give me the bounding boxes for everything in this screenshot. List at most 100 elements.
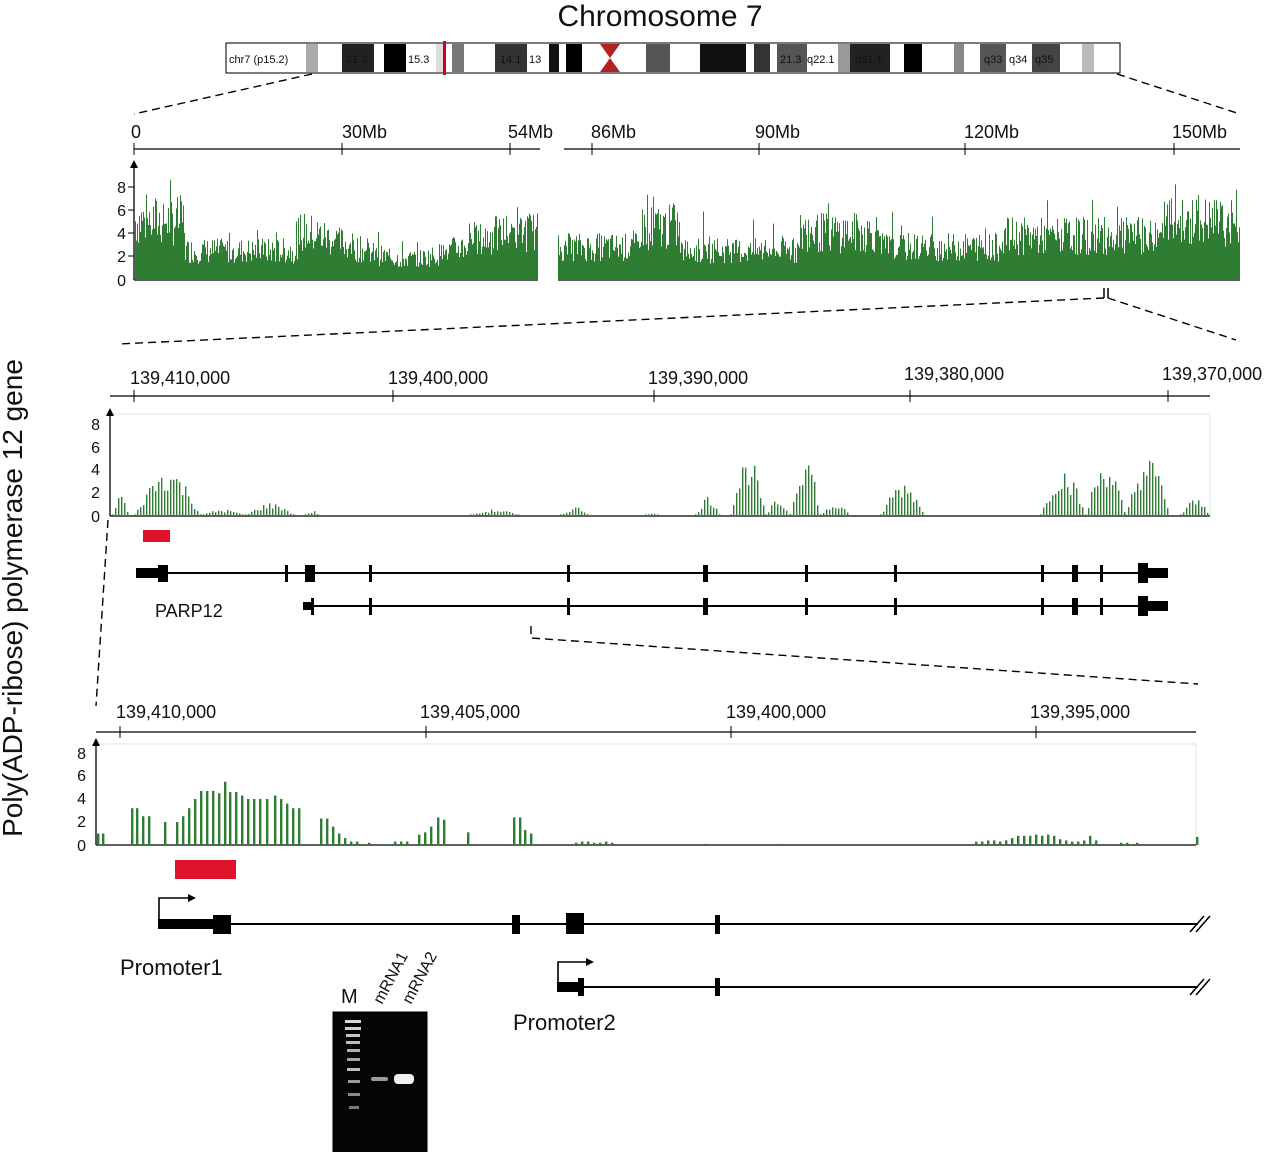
- coverage-bar: [854, 212, 855, 280]
- coverage-bar: [1040, 514, 1042, 516]
- coverage-bar: [945, 251, 946, 280]
- coverage-bar: [364, 251, 365, 280]
- coverage-bar: [1177, 223, 1178, 280]
- coverage-bar: [857, 220, 858, 280]
- coverage-bar: [339, 227, 340, 280]
- coverage-bar: [275, 504, 277, 516]
- utr-block: [136, 568, 158, 578]
- coverage-bar: [496, 216, 497, 280]
- coverage-bar: [524, 227, 525, 280]
- coverage-bar: [1165, 225, 1166, 280]
- coverage-bar: [578, 240, 579, 280]
- coverage-bar: [298, 808, 301, 845]
- coverage-bar: [877, 229, 878, 280]
- coverage-bar: [242, 261, 243, 280]
- coverage-bar: [268, 239, 269, 280]
- coverage-bar: [1120, 230, 1121, 280]
- coverage-bar: [810, 233, 811, 280]
- coverage-bar: [702, 258, 703, 280]
- coverage-bar: [335, 238, 336, 280]
- coverage-bar: [127, 511, 129, 516]
- coverage-bar: [197, 260, 198, 280]
- coverage-bar: [1210, 217, 1211, 280]
- coverage-bar: [690, 247, 691, 280]
- coverage-bar: [1130, 223, 1131, 280]
- coverage-bar: [287, 511, 289, 516]
- coverage-bar: [728, 245, 729, 280]
- coverage-bar: [1207, 225, 1208, 280]
- coverage-bar: [611, 235, 612, 280]
- coverage-bar: [817, 505, 819, 516]
- coverage-bar: [1074, 235, 1075, 280]
- coverage-bar: [603, 246, 604, 280]
- coverage-bar: [1201, 224, 1202, 280]
- coverage-bar: [498, 227, 499, 280]
- coverage-bar: [1053, 229, 1054, 280]
- coverage-bar: [173, 245, 174, 280]
- coverage-bar: [634, 242, 635, 280]
- coverage-bar: [1199, 240, 1200, 280]
- coverage-bar: [344, 254, 345, 280]
- coverage-bar: [1079, 221, 1080, 280]
- coverage-bar: [406, 259, 407, 280]
- coverage-bar: [328, 229, 329, 280]
- ladder-band: [348, 1080, 360, 1083]
- coverage-bar: [1048, 230, 1049, 280]
- coverage-bar: [872, 249, 873, 280]
- coverage-bar: [493, 248, 494, 280]
- coverage-bar: [218, 252, 219, 280]
- coverage-bar: [743, 256, 744, 280]
- coverage-bar: [570, 237, 571, 280]
- coverage-bar: [437, 259, 438, 280]
- coverage-bar: [862, 234, 863, 280]
- coverage-bar: [384, 250, 385, 280]
- coverage-bar: [1020, 240, 1021, 280]
- coverage-bar: [286, 803, 289, 845]
- coverage-bar: [710, 505, 712, 516]
- coverage-bar: [662, 233, 663, 280]
- coverage-bar: [585, 259, 586, 280]
- coverage-bar: [584, 248, 585, 280]
- coverage-bar: [1232, 212, 1233, 280]
- coverage-bar: [575, 507, 577, 516]
- coverage-bar: [1023, 254, 1024, 280]
- coverage-bar: [332, 826, 335, 845]
- coverage-bar: [503, 511, 505, 516]
- coverage-bar: [1234, 223, 1235, 280]
- coverage-bar: [1115, 244, 1116, 280]
- coverage-bar: [1150, 220, 1151, 280]
- coverage-bar: [1058, 490, 1060, 516]
- coverage-bar: [1081, 249, 1082, 280]
- coverage-bar: [314, 241, 315, 280]
- coverage-bar: [434, 258, 435, 280]
- coverage-bar: [1097, 238, 1098, 280]
- coverage-bar: [210, 248, 211, 280]
- coverage-bar: [979, 235, 980, 280]
- coverage-bar: [1208, 238, 1209, 280]
- coverage-bar: [419, 262, 420, 280]
- coverage-bar: [148, 816, 151, 845]
- coverage-bar: [395, 262, 396, 280]
- coverage-bar: [241, 795, 244, 845]
- coverage-bar: [709, 236, 710, 280]
- coverage-bar: [981, 240, 982, 280]
- coverage-bar: [430, 826, 433, 845]
- coverage-bar: [987, 840, 990, 845]
- coverage-bar: [895, 256, 896, 280]
- coverage-bar: [1103, 253, 1104, 280]
- coverage-bar: [401, 266, 402, 280]
- coverage-bar: [235, 258, 236, 280]
- coverage-bar: [271, 260, 272, 280]
- coverage-bar: [1002, 241, 1003, 280]
- coverage-bar: [447, 259, 448, 280]
- coverage-bar: [952, 241, 953, 280]
- coverage-bar: [1041, 217, 1042, 280]
- coverage-bar: [893, 239, 894, 280]
- coverage-bar: [200, 790, 203, 845]
- coverage-bar: [182, 222, 183, 280]
- coverage-bar: [881, 253, 882, 280]
- coverage-bar: [657, 213, 658, 280]
- coverage-bar: [986, 254, 987, 280]
- coverage-bar: [1216, 200, 1217, 280]
- coverage-bar: [873, 250, 874, 280]
